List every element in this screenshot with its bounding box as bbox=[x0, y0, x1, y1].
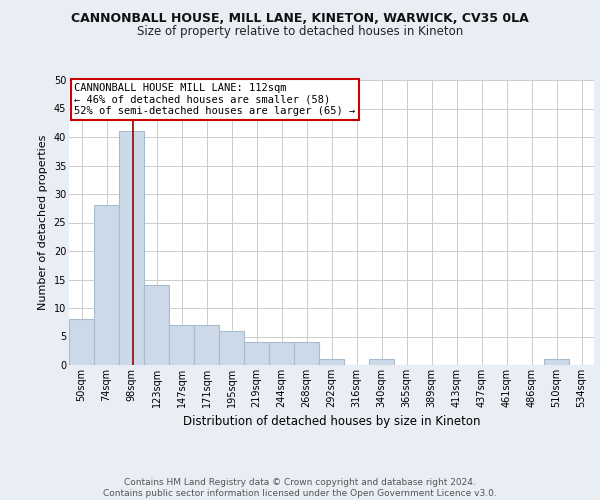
Bar bbox=[244, 342, 269, 365]
Bar bbox=[269, 342, 294, 365]
Bar bbox=[194, 325, 219, 365]
Bar bbox=[119, 132, 144, 365]
Bar bbox=[319, 360, 344, 365]
Bar bbox=[94, 206, 119, 365]
Text: CANNONBALL HOUSE, MILL LANE, KINETON, WARWICK, CV35 0LA: CANNONBALL HOUSE, MILL LANE, KINETON, WA… bbox=[71, 12, 529, 26]
Y-axis label: Number of detached properties: Number of detached properties bbox=[38, 135, 48, 310]
Text: CANNONBALL HOUSE MILL LANE: 112sqm
← 46% of detached houses are smaller (58)
52%: CANNONBALL HOUSE MILL LANE: 112sqm ← 46%… bbox=[74, 83, 355, 116]
Bar bbox=[544, 360, 569, 365]
Text: Size of property relative to detached houses in Kineton: Size of property relative to detached ho… bbox=[137, 25, 463, 38]
Bar bbox=[169, 325, 194, 365]
X-axis label: Distribution of detached houses by size in Kineton: Distribution of detached houses by size … bbox=[183, 416, 480, 428]
Text: Contains HM Land Registry data © Crown copyright and database right 2024.
Contai: Contains HM Land Registry data © Crown c… bbox=[103, 478, 497, 498]
Bar bbox=[69, 320, 94, 365]
Bar bbox=[219, 331, 244, 365]
Bar bbox=[144, 285, 169, 365]
Bar bbox=[294, 342, 319, 365]
Bar bbox=[369, 360, 394, 365]
